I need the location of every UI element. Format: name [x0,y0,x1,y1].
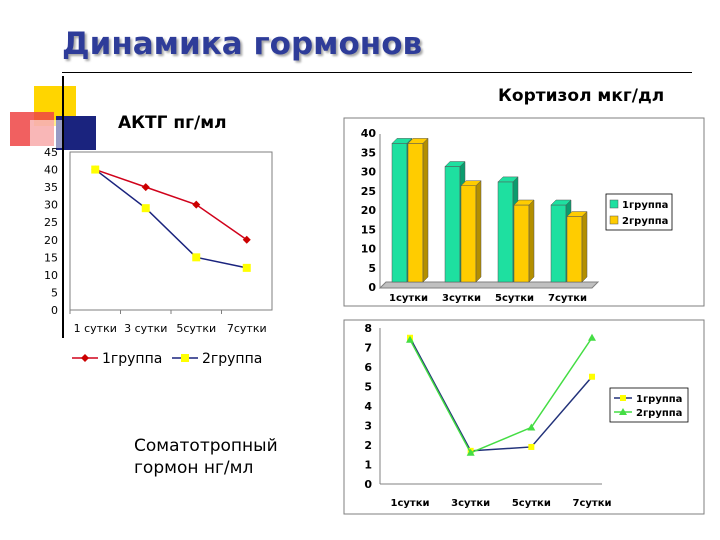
acth-plot-frame [69,151,273,311]
somatotropin-point-group2 [406,335,414,343]
cortisol-caption: Кортизол мкг/дл [498,86,665,106]
acth-series-line-1 [95,168,248,241]
cortisol-bar-side-group2 [422,137,429,283]
somatotropin-ytick-label: 4 [364,400,372,413]
somatotropin-point-group2 [588,333,596,341]
cortisol-ytick-label: 5 [368,262,376,275]
cortisol-legend-label: 1группа [622,200,668,211]
acth-ytick-label: 20 [44,234,58,247]
acth-xtick-label: 5сутки [176,322,216,335]
acth-point-group1 [141,183,150,192]
cortisol-xtick-label: 3сутки [442,293,481,304]
cortisol-bar-side-group2 [581,210,588,283]
decor-vertical-line [62,76,64,338]
acth-caption: АКТГ пг/мл [118,113,227,133]
cortisol-bar-group1 [497,181,514,283]
cortisol-bar-group2 [566,216,583,283]
somatotropin-legend-marker-2 [619,408,627,415]
acth-legend-label: 1группа [102,351,162,367]
acth-point-group2 [192,253,201,262]
cortisol-bar-group2 [407,143,424,283]
acth-ytick-label: 35 [44,181,58,194]
acth-point-group2 [242,263,251,272]
acth-point-group2 [141,204,150,213]
cortisol-bar-group1 [550,204,567,283]
cortisol-bar-side-group2 [528,199,535,283]
page-title: Динамика гормонов [62,26,423,62]
acth-point-group1 [192,200,201,209]
acth-ytick-label: 0 [51,304,58,317]
acth-series-line-2 [94,168,247,269]
cortisol-bar-group1 [444,166,461,283]
somatotropin-point-group2 [527,423,536,431]
acth-point-group2 [91,165,100,174]
cortisol-legend-swatch-2 [609,215,619,225]
cortisol-bar-group1 [391,143,408,283]
cortisol-xtick-label: 7сутки [548,293,587,304]
cortisol-ytick-label: 35 [361,146,376,159]
somatotropin-ytick-label: 2 [364,439,372,452]
decor-horizontal-line [62,72,692,73]
cortisol-xtick-label: 1сутки [389,293,428,304]
acth-xtick-label: 1 сутки [74,322,117,335]
cortisol-ytick-label: 15 [361,223,376,236]
somatotropin-ytick-label: 8 [364,322,372,335]
acth-chart: 0 5 10 15 20 25 30 35 40 45 1 сутки 3 сутки 5сутки 7… [44,146,273,367]
cortisol-ytick-label: 25 [361,185,376,198]
cortisol-floor [378,281,600,289]
somatotropin-caption: Соматотропный гормон нг/мл [134,435,278,479]
somatotropin-xtick-label: 1сутки [391,498,430,509]
cortisol-bar-side-group2 [475,180,482,283]
somatotropin-ytick-label: 1 [364,459,372,472]
somatotropin-ytick-label: 7 [364,342,372,355]
acth-legend-label: 2группа [202,351,262,367]
acth-ytick-label: 45 [44,146,58,159]
acth-ytick-label: 15 [44,251,58,264]
somatotropin-ytick-label: 0 [364,478,372,491]
cortisol-bar-group2 [460,185,477,283]
cortisol-ytick-label: 10 [361,243,377,256]
somatotropin-ytick-label: 6 [364,361,372,374]
somatotropin-xtick-label: 3сутки [451,498,490,509]
cortisol-xtick-label: 5сутки [495,293,534,304]
somatotropin-caption-line1: Соматотропный [134,436,278,456]
acth-ytick-label: 40 [44,164,58,177]
cortisol-ytick-label: 0 [368,281,376,294]
acth-point-group1 [242,235,251,244]
somatotropin-ytick-label: 5 [364,381,372,394]
cortisol-bar-group2 [513,204,530,283]
cortisol-ytick-label: 20 [361,204,377,217]
somatotropin-ytick-label: 3 [364,420,372,433]
somatotropin-xtick-label: 5сутки [512,498,551,509]
acth-ytick-label: 5 [51,286,58,299]
somatotropin-point-group1 [589,373,595,380]
acth-legend-marker-1 [81,354,89,362]
cortisol-ytick-label: 30 [361,166,377,179]
somatotropin-legend-marker-1 [620,395,626,401]
acth-ytick-label: 10 [44,269,58,282]
acth-xtick-label: 7сутки [227,322,267,335]
somatotropin-legend-label: 2группа [636,408,682,419]
somatotropin-series-line-2 [409,337,593,454]
acth-ytick-label: 25 [44,216,58,229]
somatotropin-legend-label: 1группа [636,394,682,405]
somatotropin-xtick-label: 7сутки [573,498,612,509]
cortisol-legend-swatch-1 [609,199,619,209]
somatotropin-point-group2 [466,448,475,456]
somatotropin-caption-line2: гормон нг/мл [134,458,254,478]
somatotropin-point-group1 [528,443,535,450]
somatotropin-chart: 0 1 2 3 4 5 6 7 8 1сутки 3сутки 5сутки 7сутки 1груп… [343,319,705,515]
somatotropin-legend-box [609,387,689,423]
cortisol-ytick-label: 40 [361,127,377,140]
decor-white-square [30,120,62,148]
acth-xtick-label: 3 сутки [124,322,167,335]
cortisol-chart: 0 5 10 15 20 25 30 35 40 1сутки 3сутки 5сутки 7сутк… [343,117,705,307]
acth-legend-marker-2 [181,354,189,362]
acth-ytick-label: 30 [44,199,58,212]
somatotropin-series-line-1 [409,337,593,452]
cortisol-legend-label: 2группа [622,216,668,227]
